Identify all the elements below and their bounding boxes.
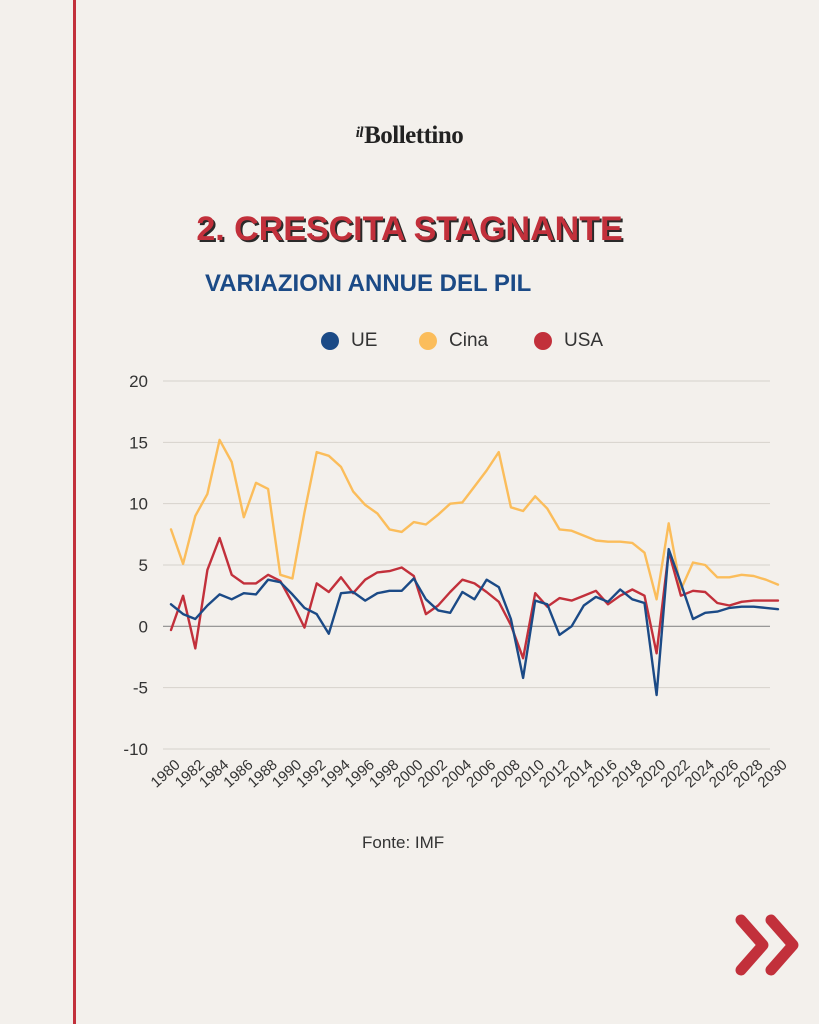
y-tick-label: 20 [129, 372, 148, 391]
chart-subtitle: VARIAZIONI ANNUE DEL PIL [205, 270, 532, 297]
legend-dot-cina [419, 332, 437, 350]
y-tick-label: 10 [129, 495, 148, 514]
y-tick-label: 0 [139, 617, 148, 636]
legend-item-usa: USA [534, 330, 603, 352]
series-line-ue [169, 547, 780, 697]
logo-prefix: il [355, 125, 364, 141]
source-note: Fonte: IMF [362, 833, 445, 852]
legend-dot-usa [534, 332, 552, 350]
brand-logo: ilBollettino [0, 122, 819, 150]
y-tick-label: 15 [129, 433, 148, 452]
chart-legend: UE Cina USA [0, 330, 819, 360]
y-tick-label: -5 [133, 679, 148, 698]
x-tick-label: 2030 [754, 756, 790, 791]
page-title: 2. CRESCITA STAGNANTE [196, 210, 623, 248]
legend-item-cina: Cina [419, 330, 488, 352]
legend-item-ue: UE [321, 330, 377, 352]
legend-label-cina: Cina [449, 330, 489, 351]
y-tick-label: 5 [139, 556, 148, 575]
double-chevron-right-icon[interactable] [733, 912, 803, 978]
series-line-cina [169, 438, 780, 601]
left-accent-line [73, 0, 76, 1024]
logo-name: Bollettino [364, 122, 464, 149]
legend-label-ue: UE [351, 330, 378, 351]
legend-label-usa: USA [564, 330, 604, 351]
legend-dot-ue [321, 332, 339, 350]
y-tick-label: -10 [123, 740, 148, 759]
series-line-usa [169, 536, 780, 660]
